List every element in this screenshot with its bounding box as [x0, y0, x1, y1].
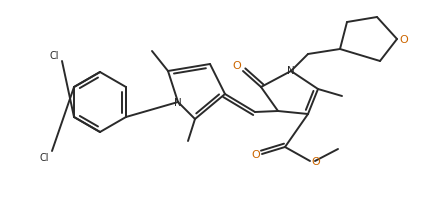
Text: N: N [287, 66, 295, 76]
Text: Cl: Cl [39, 152, 49, 162]
Text: O: O [251, 149, 260, 159]
Text: O: O [311, 156, 320, 166]
Text: O: O [232, 61, 241, 71]
Text: O: O [399, 35, 408, 45]
Text: N: N [174, 97, 182, 108]
Text: Cl: Cl [49, 51, 59, 61]
